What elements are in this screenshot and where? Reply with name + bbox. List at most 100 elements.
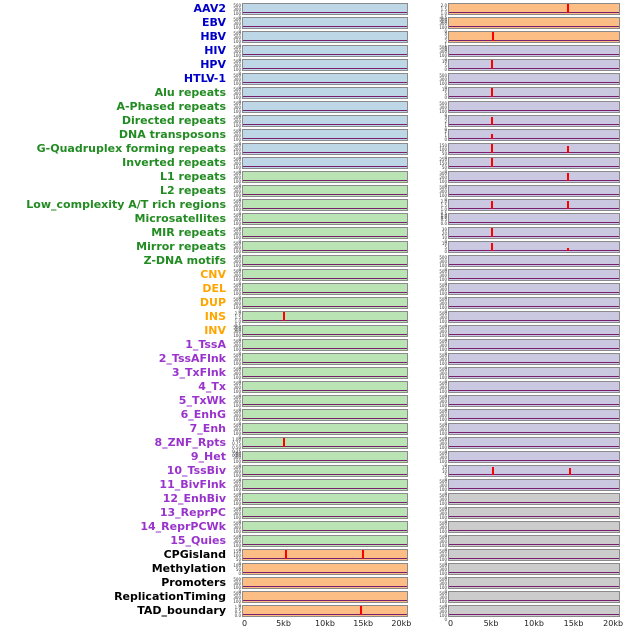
y-tick-label: 300	[233, 342, 241, 348]
y-tick-label: 500	[439, 296, 447, 302]
row-label: HPV	[200, 58, 226, 71]
y-tick-label: 1.0	[234, 604, 241, 610]
y-tick-label: 0	[238, 560, 241, 566]
track-row: HIV 500 300 100 0 500 300 100 0	[0, 44, 630, 61]
right-panel-wrap: 500 300 100 0	[434, 17, 620, 33]
right-track-panel	[448, 17, 620, 29]
right-track-panel	[448, 339, 620, 351]
signal-spike	[490, 88, 493, 97]
y-tick-label: 300	[233, 20, 241, 26]
y-tick-label: 300	[233, 286, 241, 292]
row-label: 15_Quies	[170, 534, 226, 547]
y-tick-label: 500	[233, 156, 241, 162]
signal-baseline	[449, 124, 619, 125]
row-label: CNV	[200, 268, 226, 281]
y-tick-label: 100	[439, 444, 447, 450]
y-tick-label: 0	[444, 420, 447, 426]
signal-baseline	[243, 362, 407, 363]
signal-baseline	[449, 362, 619, 363]
y-tick-label: 5	[444, 90, 447, 96]
y-tick-label: 300	[439, 104, 447, 110]
signal-baseline	[449, 348, 619, 349]
y-tick-label: 100	[233, 598, 241, 604]
y-tick-label: 1.5	[234, 314, 241, 320]
right-track-panel	[448, 549, 620, 561]
left-track-panel	[242, 381, 408, 393]
signal-baseline	[243, 180, 407, 181]
left-track-panel	[242, 269, 408, 281]
left-panel-wrap: 500 300 100 0	[228, 479, 408, 495]
y-tick-label: 300	[233, 174, 241, 180]
signal-baseline	[449, 110, 619, 111]
y-tick-label: 100	[233, 192, 241, 198]
y-axis-ticks: 500 300 100 0	[434, 605, 448, 621]
y-tick-label: 100	[439, 458, 447, 464]
y-tick-label: 500	[233, 296, 241, 302]
y-tick-label: 300	[439, 48, 447, 54]
y-axis-ticks: 500 300 100 0	[434, 381, 448, 397]
x-tick-label: 15kb	[563, 619, 584, 628]
signal-spike	[492, 467, 495, 475]
y-tick-label: 100	[439, 500, 447, 506]
left-panel-wrap: 1.00 0.75 0.50 0.25 0.00	[228, 437, 408, 457]
signal-spike	[360, 605, 363, 615]
y-tick-label: 100	[233, 262, 241, 268]
left-panel-wrap: 500 300 100 0	[228, 353, 408, 369]
y-tick-label: 0	[444, 476, 447, 482]
y-tick-label: 0	[444, 336, 447, 342]
y-tick-label: 0	[238, 70, 241, 76]
left-panel-wrap: 500 300 100 0	[228, 521, 408, 537]
y-tick-label: 0	[238, 42, 241, 48]
y-tick-label: 500	[233, 212, 241, 218]
y-tick-label: 500	[439, 254, 447, 260]
y-axis-ticks: 250 150 50 0	[434, 157, 448, 173]
y-tick-label: 0.5	[234, 322, 241, 328]
y-tick-label: 500	[233, 72, 241, 78]
left-panel-wrap: 1.0 0.5 0.0	[228, 605, 408, 617]
signal-baseline	[449, 320, 619, 321]
y-axis-ticks: 500 300 100 0	[228, 381, 242, 397]
y-tick-label: 500	[439, 72, 447, 78]
y-tick-label: 500	[439, 324, 447, 330]
y-tick-label: 10	[441, 234, 447, 240]
y-tick-label: 300	[233, 118, 241, 124]
signal-baseline	[449, 292, 619, 293]
y-tick-label: 0	[238, 392, 241, 398]
y-tick-label: 300	[233, 48, 241, 54]
y-tick-label: 0.00	[232, 452, 241, 458]
y-tick-label: 300	[439, 496, 447, 502]
track-row: 14_ReprPCWk 500 300 100 0 500 300 100 0	[0, 520, 630, 537]
right-panel-wrap: 500 300 100 0	[434, 381, 620, 397]
right-track-panel	[448, 31, 620, 43]
y-tick-label: 500	[439, 478, 447, 484]
y-tick-label: 0.0	[440, 220, 447, 226]
y-tick-label: 0	[444, 280, 447, 286]
y-tick-label: 500	[439, 520, 447, 526]
left-panel-wrap: 500 300 100 0	[228, 227, 408, 243]
right-panel-wrap: 500 300 100 0	[434, 409, 620, 425]
y-tick-label: 0	[444, 392, 447, 398]
y-tick-label: 300	[233, 244, 241, 250]
y-tick-label: 100	[233, 38, 241, 44]
y-tick-label: 2.0	[440, 198, 447, 204]
y-tick-label: 100	[233, 360, 241, 366]
signal-baseline	[243, 138, 407, 139]
y-tick-label: 2	[444, 38, 447, 44]
left-panel-wrap: 500 300 100 0	[228, 87, 408, 103]
left-panel-wrap: 500 300 100 0	[228, 156, 408, 173]
y-tick-label: 100	[233, 206, 241, 212]
y-axis-ticks: 1.00 0.75 0.50 0.25 0.00	[228, 437, 242, 457]
signal-baseline	[243, 166, 407, 167]
y-tick-label: 100	[233, 136, 241, 142]
signal-baseline	[449, 530, 619, 531]
track-row: Z-DNA motifs 500 300 100 0 500 300 100 0	[0, 254, 630, 271]
y-tick-label: 0	[238, 238, 241, 244]
y-tick-label: 300	[233, 300, 241, 306]
left-track-panel	[242, 241, 408, 253]
left-panel-wrap: 500 300 100 0	[228, 283, 408, 299]
y-tick-label: 100	[233, 122, 241, 128]
signal-baseline	[449, 12, 619, 13]
left-track-panel	[242, 451, 408, 463]
